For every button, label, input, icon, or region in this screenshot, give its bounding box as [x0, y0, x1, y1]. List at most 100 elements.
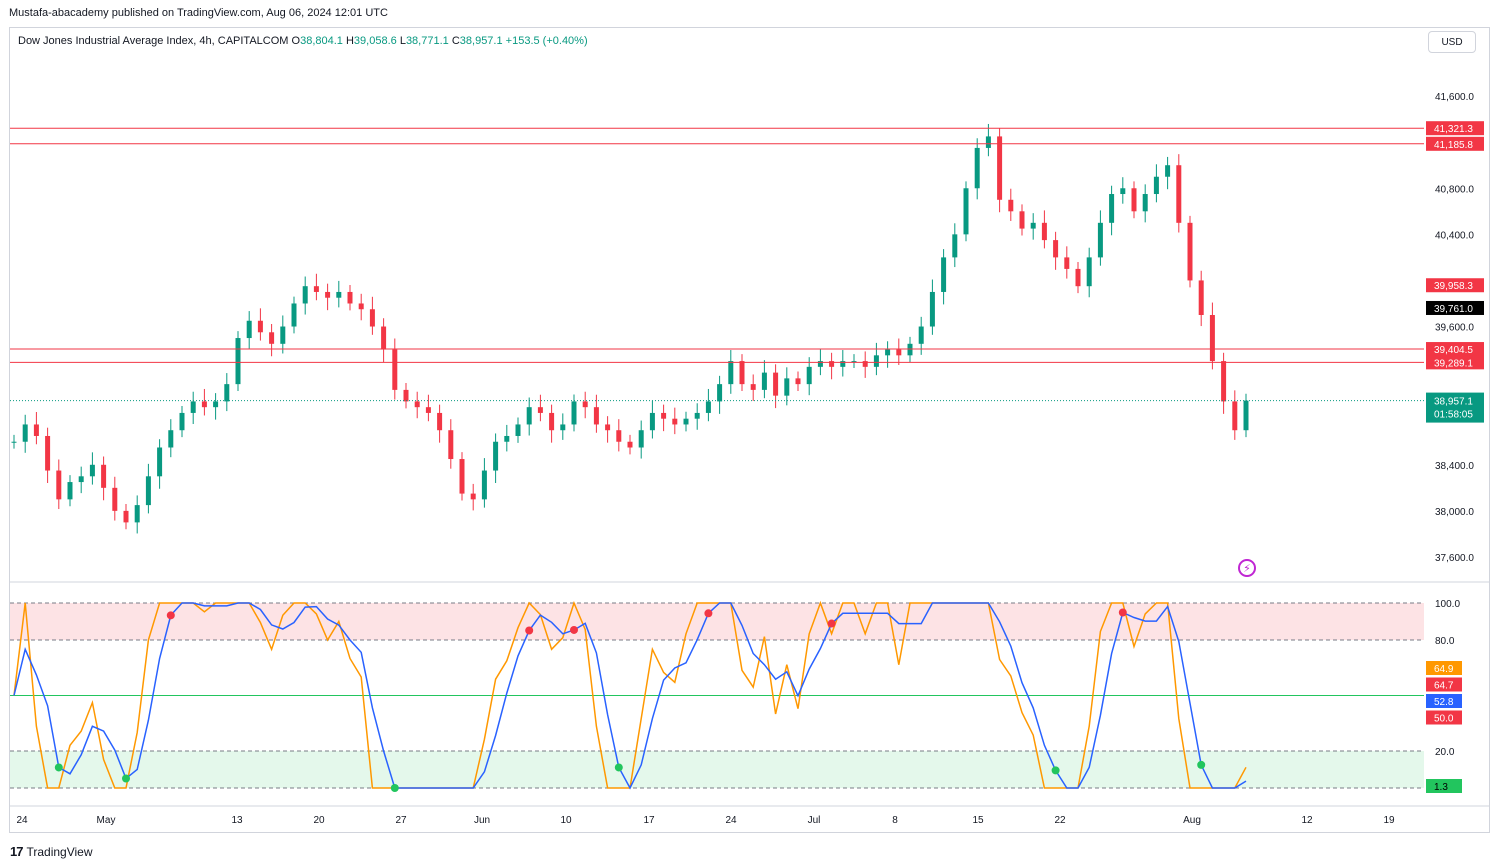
price-level-label: 39,404.5 [1434, 345, 1473, 356]
price-marker-tag [1426, 278, 1484, 293]
low-value: 38,771.1 [405, 35, 449, 47]
candle-body [537, 407, 543, 413]
candle-body [672, 418, 678, 425]
candle-body [67, 482, 73, 500]
candle-body [45, 435, 51, 471]
time-axis-label: 13 [231, 815, 243, 826]
time-axis-label: 19 [1383, 815, 1395, 826]
tradingview-footer[interactable]: 17 TradingView [10, 844, 93, 859]
stoch-k-line [13, 602, 1247, 790]
candle-body [1176, 165, 1182, 223]
candle-body [504, 435, 510, 442]
candle-body [560, 424, 566, 431]
candle-body [325, 291, 331, 298]
high-value: 39,058.6 [353, 35, 397, 47]
symbol-title[interactable]: Dow Jones Industrial Average Index, 4h, … [18, 35, 289, 47]
candle-body [246, 320, 252, 339]
candle-body [840, 361, 846, 367]
candle-body [89, 464, 95, 477]
time-axis-label: Aug [1183, 815, 1201, 826]
last-price-label: 38,957.1 [1434, 397, 1473, 408]
candle-body [649, 412, 655, 431]
stoch-overbought-dot [827, 619, 836, 628]
candle-body [605, 424, 611, 431]
candle-body [1198, 280, 1204, 315]
candle-body [1131, 188, 1137, 212]
candle-body [291, 303, 297, 327]
candle-body [582, 401, 588, 408]
candle-body [806, 366, 812, 385]
candle-body [728, 361, 734, 385]
chart-frame [9, 27, 1490, 833]
time-axis-label: 22 [1054, 815, 1066, 826]
candle-body [1153, 176, 1159, 195]
last-price-tag [1426, 392, 1484, 423]
candle-body [717, 384, 723, 402]
stoch-oversold-dot [614, 763, 623, 772]
stoch-overbought-dot [525, 626, 534, 635]
candle-body [1120, 188, 1126, 195]
time-axis-label: May [97, 815, 116, 826]
price-marker-label: 39,958.3 [1434, 281, 1473, 292]
candle-body [369, 309, 375, 327]
candle-body [358, 303, 364, 310]
candle-body [1243, 400, 1249, 431]
stoch-axis-label: 20.0 [1435, 747, 1455, 758]
candle-body [224, 384, 230, 402]
change-value: +153.5 (+0.40%) [505, 35, 588, 47]
stoch-value-label: 52.8 [1434, 697, 1454, 708]
stoch-value-tag [1426, 677, 1462, 692]
price-level-tag [1426, 136, 1484, 151]
stoch-value-tag [1426, 661, 1462, 675]
candle-body [459, 459, 465, 494]
time-axis-label: 24 [16, 815, 28, 826]
price-axis-label: 40,800.0 [1435, 184, 1474, 195]
time-axis-label: 12 [1301, 815, 1313, 826]
price-axis-label: 37,600.0 [1435, 553, 1474, 564]
currency-button[interactable]: USD [1428, 31, 1476, 53]
candle-body [1232, 401, 1238, 431]
candle-body [784, 378, 790, 396]
high-label: H [345, 35, 354, 47]
price-level-label: 41,321.3 [1434, 124, 1473, 135]
price-level-tag [1426, 342, 1484, 357]
stoch-value-label: 50.0 [1434, 714, 1454, 725]
candle-body [33, 424, 39, 436]
candle-body [425, 407, 431, 413]
candle-body [392, 349, 398, 390]
candle-body [1041, 222, 1047, 241]
candle-body [403, 389, 409, 402]
candle-body [1109, 194, 1115, 223]
candle-body [269, 332, 275, 344]
stoch-overbought-dot [704, 609, 713, 618]
price-axis-label: 38,400.0 [1435, 461, 1474, 472]
candle-body [470, 493, 476, 500]
candle-body [280, 326, 286, 344]
candle-body [11, 441, 17, 443]
candle-body [481, 470, 487, 500]
lightning-icon[interactable]: ⚡ [1238, 559, 1256, 577]
candle-body [795, 378, 801, 385]
candle-body [347, 291, 353, 304]
candle-body [168, 430, 174, 448]
candle-body [593, 407, 599, 425]
candle-body [515, 424, 521, 436]
candle-body [381, 326, 387, 350]
low-label: L [399, 35, 406, 47]
candle-body [414, 401, 420, 408]
candle-body [862, 361, 868, 367]
candle-body [739, 361, 745, 385]
candle-body [302, 286, 308, 304]
candle-body [1053, 240, 1059, 258]
candle-body [56, 470, 62, 500]
price-axis-label: 39,600.0 [1435, 323, 1474, 334]
candle-body [773, 372, 779, 396]
candle-body [179, 412, 185, 431]
candle-body [873, 355, 879, 367]
candle-body [112, 487, 118, 511]
candle-body [929, 291, 935, 327]
candle-body [1064, 257, 1070, 269]
open-value: 38,804.1 [300, 35, 343, 47]
candle-body [1142, 194, 1148, 212]
